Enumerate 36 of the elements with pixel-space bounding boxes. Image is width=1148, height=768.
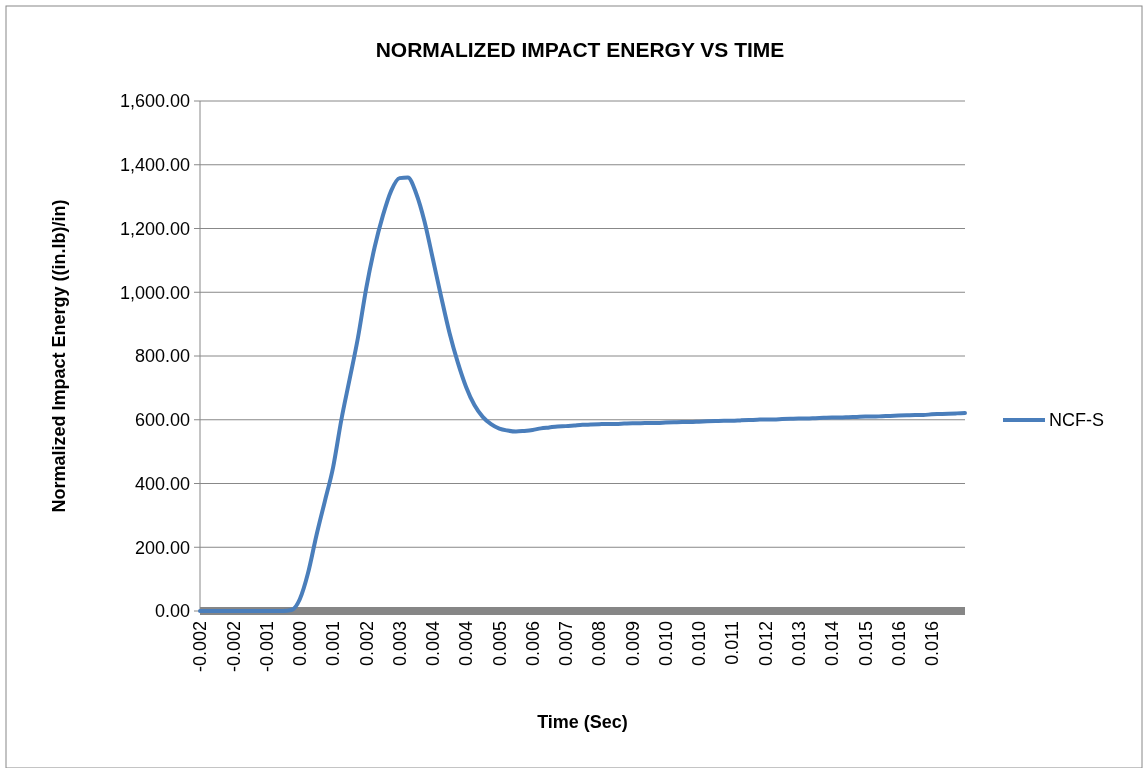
x-tick-label: 0.010	[689, 621, 710, 667]
x-tick-label: 0.006	[522, 621, 543, 667]
x-tick-label: 0.015	[855, 621, 876, 667]
x-tick-label: 0.005	[489, 621, 510, 667]
y-tick-label: 200.00	[134, 537, 190, 558]
x-tick-label: 0.010	[655, 621, 676, 667]
x-tick-label: 0.004	[456, 621, 477, 667]
x-tick-label: 0.014	[822, 621, 843, 667]
x-tick-label: -0.002	[190, 621, 211, 673]
y-tick-label: 600.00	[134, 410, 190, 431]
x-tick-label: 0.016	[922, 621, 943, 667]
x-tick-label: 0.007	[556, 621, 577, 667]
y-tick-label: 1,000.00	[119, 282, 190, 303]
chart-title: NORMALIZED IMPACT ENERGY VS TIME	[375, 38, 785, 61]
x-tick-label: 0.002	[356, 621, 377, 667]
x-tick-label: 0.004	[423, 621, 444, 667]
x-tick-label: -0.002	[223, 621, 244, 673]
x-tick-label: 0.008	[589, 621, 610, 667]
x-tick-label: 0.000	[290, 621, 311, 667]
x-tick-label: -0.001	[256, 621, 277, 673]
x-tick-label: 0.001	[323, 621, 344, 667]
y-axis-title: Normalized Impact Energy ((in.lb)/in)	[49, 199, 69, 513]
y-tick-label: 400.00	[134, 473, 190, 494]
x-tick-label: 0.011	[722, 621, 743, 665]
x-tick-label: 0.016	[888, 621, 909, 667]
x-tick-label: 0.009	[622, 621, 643, 667]
y-tick-label: 1,600.00	[119, 91, 190, 112]
x-tick-label: 0.012	[755, 621, 776, 667]
y-tick-label: 1,400.00	[119, 155, 190, 176]
y-tick-label: 0.00	[154, 601, 190, 622]
x-axis-title: Time (Sec)	[537, 712, 628, 732]
legend-label: NCF-S	[1049, 410, 1104, 431]
y-tick-label: 1,200.00	[119, 218, 190, 239]
x-tick-label: 0.003	[389, 621, 410, 667]
x-tick-label: 0.013	[789, 621, 809, 667]
y-tick-label: 800.00	[134, 346, 190, 367]
